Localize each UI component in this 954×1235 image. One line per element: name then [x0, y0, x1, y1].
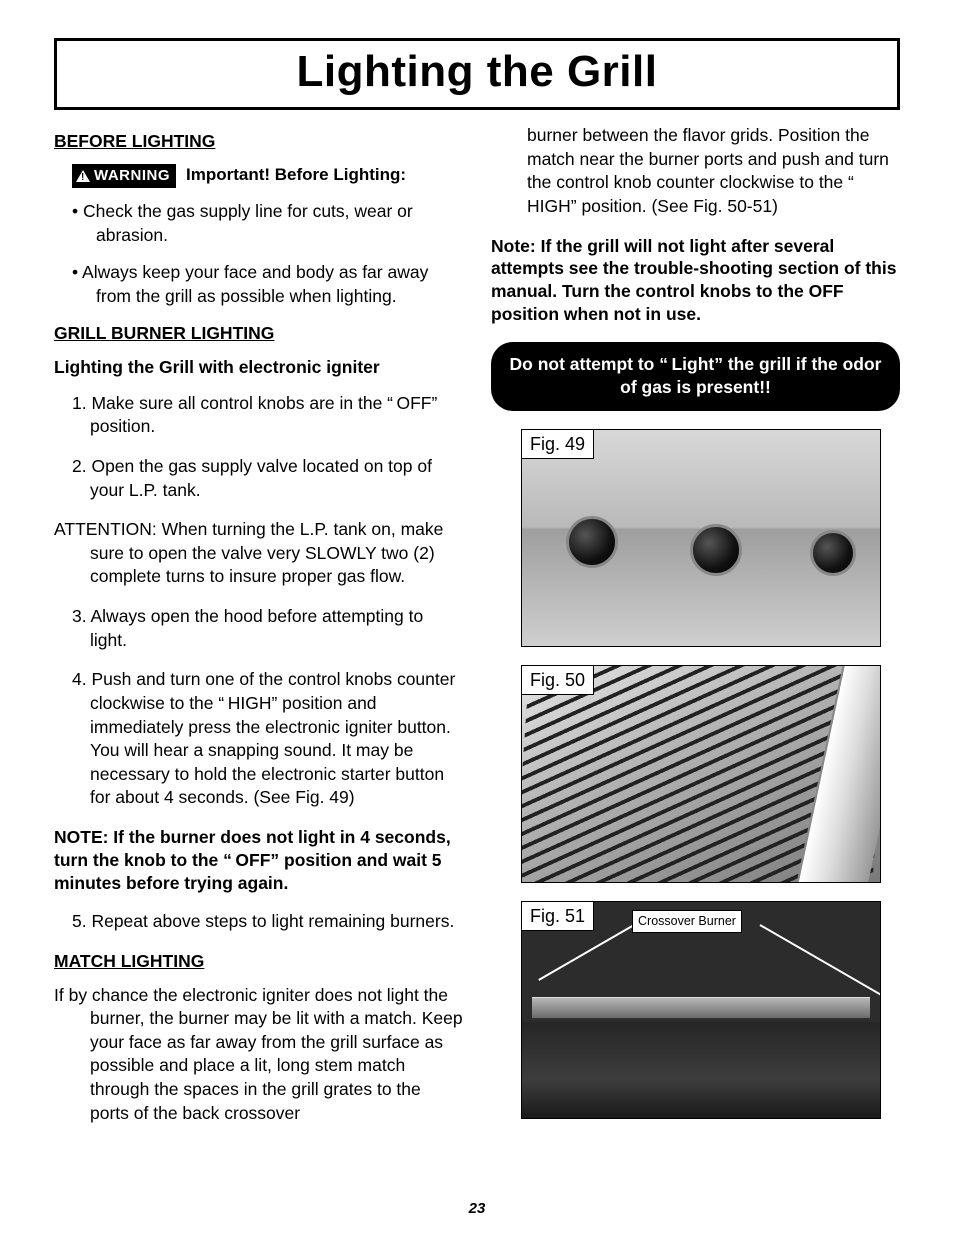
crossover-burner-label: Crossover Burner	[632, 910, 742, 933]
step-4: 4. Push and turn one of the control knob…	[54, 668, 463, 810]
page-title: Lighting the Grill	[57, 47, 897, 97]
step-3: 3. Always open the hood before attemptin…	[54, 605, 463, 652]
figure-49: Fig. 49	[521, 429, 881, 647]
figure-50: Fig. 50	[521, 665, 881, 883]
control-knob-icon	[566, 516, 618, 568]
grill-burner-heading: GRILL BURNER LIGHTING	[54, 322, 463, 346]
electronic-igniter-subhead: Lighting the Grill with electronic ignit…	[54, 356, 463, 380]
note-bold-right: Note: If the grill will not light after …	[491, 235, 900, 326]
match-lighting-paragraph: If by chance the electronic igniter does…	[54, 984, 463, 1126]
step-2: 2. Open the gas supply valve located on …	[54, 455, 463, 502]
warning-line: WARNING Important! Before Lighting:	[72, 164, 463, 188]
bullet-item: Check the gas supply line for cuts, wear…	[60, 200, 463, 247]
before-lighting-bullets: Check the gas supply line for cuts, wear…	[60, 200, 463, 309]
two-column-layout: BEFORE LIGHTING WARNING Important! Befor…	[54, 124, 900, 1137]
note-bold-left: NOTE: If the burner does not light in 4 …	[54, 826, 463, 894]
control-knob-icon	[810, 530, 856, 576]
figure-51: Crossover Burner Fig. 51	[521, 901, 881, 1119]
warning-badge-text: WARNING	[94, 166, 170, 186]
arrow-line-icon	[760, 924, 882, 996]
figure-51-label: Fig. 51	[522, 902, 594, 931]
left-column: BEFORE LIGHTING WARNING Important! Befor…	[54, 124, 463, 1137]
before-lighting-heading: BEFORE LIGHTING	[54, 130, 463, 154]
bullet-item: Always keep your face and body as far aw…	[60, 261, 463, 308]
gas-odor-callout: Do not attempt to “ Light” the grill if …	[491, 342, 900, 411]
crossover-burner-bar	[532, 997, 870, 1019]
page-number: 23	[0, 1200, 954, 1217]
continued-paragraph: burner between the flavor grids. Positio…	[491, 124, 900, 219]
figure-50-label: Fig. 50	[522, 666, 594, 695]
right-column: burner between the flavor grids. Positio…	[491, 124, 900, 1137]
arrow-line-icon	[538, 924, 634, 981]
step-5: 5. Repeat above steps to light remaining…	[54, 910, 463, 934]
warning-triangle-icon	[76, 170, 90, 182]
step-1: 1. Make sure all control knobs are in th…	[54, 392, 463, 439]
warning-badge: WARNING	[72, 164, 176, 188]
warning-important-text: Important! Before Lighting:	[186, 164, 406, 187]
match-lighting-heading: MATCH LIGHTING	[54, 950, 463, 974]
control-knob-icon	[690, 524, 742, 576]
figure-51-underside	[522, 1022, 880, 1118]
attention-paragraph: ATTENTION: When turning the L.P. tank on…	[54, 518, 463, 589]
figure-49-label: Fig. 49	[522, 430, 594, 459]
title-box: Lighting the Grill	[54, 38, 900, 110]
